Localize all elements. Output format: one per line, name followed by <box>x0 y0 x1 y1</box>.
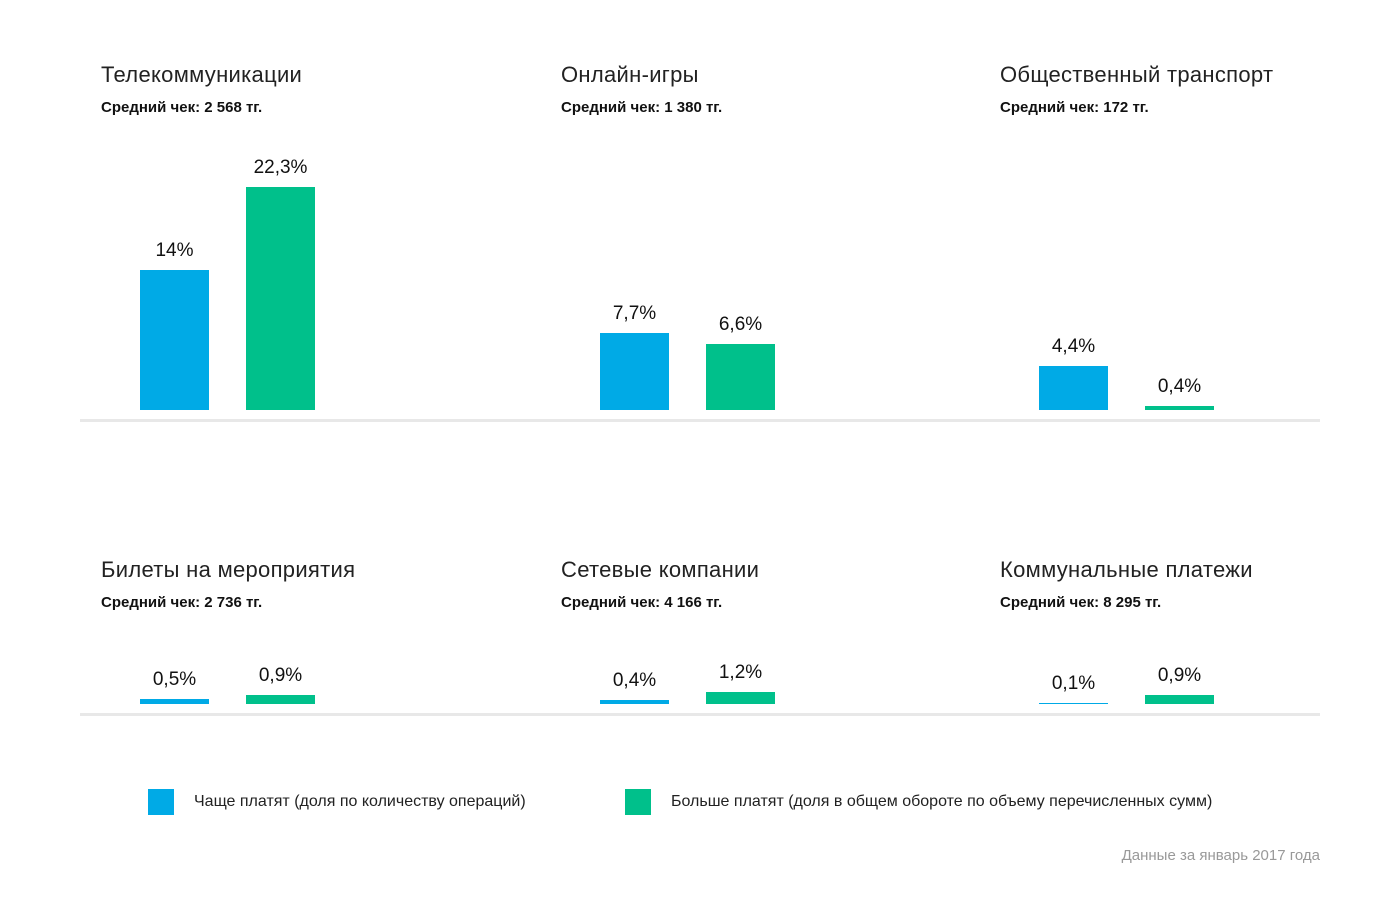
panel-title: Онлайн-игры <box>561 62 699 87</box>
legend-swatch-green <box>625 789 651 815</box>
panel-subtitle: Средний чек: 1 380 тг. <box>561 99 723 116</box>
bar-count <box>140 699 209 704</box>
bar-value-label: 6,6% <box>718 314 763 335</box>
bar-volume <box>706 692 775 704</box>
panel-title: Телекоммуникации <box>101 62 303 87</box>
panel-title: Коммунальные платежи <box>1000 557 1253 582</box>
bar-value-label: 4,4% <box>1051 336 1096 357</box>
bar-value-label: 0,4% <box>612 670 657 691</box>
baseline-row-2 <box>80 713 1320 716</box>
bar-value-label: 0,4% <box>1157 376 1202 397</box>
legend-item-count: Чаще платят (доля по количеству операций… <box>148 789 526 815</box>
legend-swatch-blue <box>148 789 174 815</box>
panel-subtitle: Средний чек: 2 736 тг. <box>101 594 263 611</box>
panel-subtitle: Средний чек: 2 568 тг. <box>101 99 263 116</box>
bar-count <box>600 700 669 704</box>
bar-count <box>1039 703 1108 704</box>
legend-item-volume: Больше платят (доля в общем обороте по о… <box>625 789 1212 815</box>
bar-value-label: 0,5% <box>152 669 197 690</box>
bar-count <box>600 333 669 410</box>
bar-value-label: 0,9% <box>258 665 303 686</box>
bar-value-label: 0,1% <box>1051 673 1096 694</box>
bar-value-label: 1,2% <box>718 662 763 683</box>
footnote: Данные за январь 2017 года <box>1121 847 1320 864</box>
bar-value-label: 7,7% <box>612 303 657 324</box>
bar-volume <box>1145 695 1214 704</box>
bar-value-label: 14% <box>155 240 194 261</box>
legend-label-count: Чаще платят (доля по количеству операций… <box>194 793 526 810</box>
panel-subtitle: Средний чек: 8 295 тг. <box>1000 594 1162 611</box>
panel-title: Сетевые компании <box>561 557 760 582</box>
bar-volume <box>246 187 315 410</box>
panel-title: Общественный транспорт <box>1000 62 1274 87</box>
bar-volume <box>246 695 315 704</box>
bar-value-label: 0,9% <box>1157 665 1202 686</box>
bar-volume <box>706 344 775 410</box>
bar-count <box>1039 366 1108 410</box>
baseline-row-1 <box>80 419 1320 422</box>
bar-value-label: 22,3% <box>253 157 308 178</box>
panel-title: Билеты на мероприятия <box>101 557 356 582</box>
panel-subtitle: Средний чек: 172 тг. <box>1000 99 1149 116</box>
bar-volume <box>1145 406 1214 410</box>
legend-label-volume: Больше платят (доля в общем обороте по о… <box>671 793 1213 810</box>
panel-subtitle: Средний чек: 4 166 тг. <box>561 594 723 611</box>
bar-count <box>140 270 209 410</box>
